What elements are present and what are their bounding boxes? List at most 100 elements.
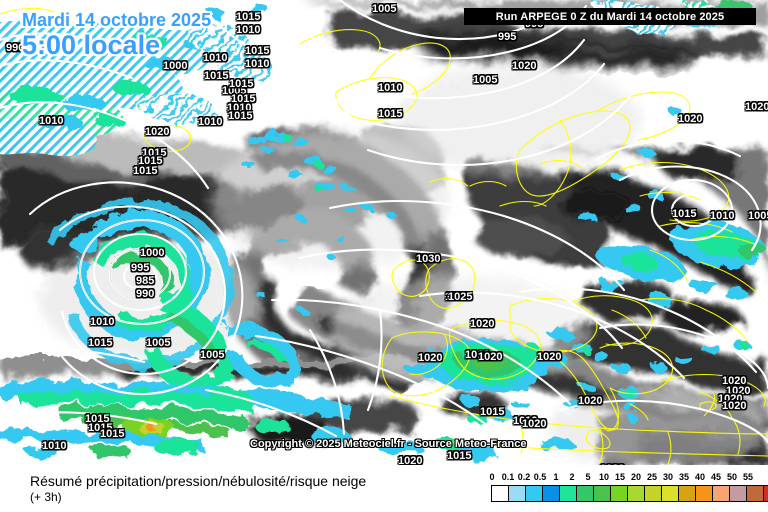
legend-swatch <box>610 486 627 501</box>
caption-line-2: (+ 3h) <box>30 490 62 504</box>
copyright-label: Copyright © 2025 Meteociel.fr - Source M… <box>250 438 527 450</box>
legend-tick: 15 <box>614 472 626 482</box>
isobar-label: 1005 <box>473 74 498 86</box>
precipitation-legend: 0 0.1 0.2 0.5 1 2 5 10 15 20 25 30 35 40 45 50 55 <box>483 472 768 504</box>
isobar-label: 1010 <box>39 115 64 127</box>
isobar-label: 1015 <box>231 93 256 105</box>
overlay-date-label: Mardi 14 octobre 2025 <box>22 10 212 30</box>
isobar-label: 1010 <box>710 210 735 222</box>
isobar-label: 1010 <box>203 52 228 64</box>
isobar-label: 1000 <box>163 60 188 72</box>
legend-tick: 20 <box>630 472 642 482</box>
isobar-label: 1015 <box>85 413 110 425</box>
isobar-label: 1020 <box>145 126 170 138</box>
legend-tick: 5 <box>585 472 591 482</box>
isobar-label: 1020 <box>470 318 495 330</box>
legend-swatch <box>525 486 542 501</box>
isobar-label: 1010 <box>513 415 538 427</box>
isobar-label: 1015 <box>100 428 125 440</box>
isobar-label: 1010 <box>465 349 490 361</box>
legend-color-bar <box>491 485 768 502</box>
isobar-label: 1005 <box>372 3 397 15</box>
isobar-label: 1020 <box>726 385 751 397</box>
isobar-lines <box>0 0 768 458</box>
legend-swatch <box>644 486 661 501</box>
isobar-label: 1015 <box>378 108 403 120</box>
isobar-label: 1020 <box>718 393 743 405</box>
legend-swatch <box>593 486 610 501</box>
isobar-label: 1015 <box>138 155 163 167</box>
legend-tick: 25 <box>646 472 658 482</box>
legend-tick: 1 <box>553 472 559 482</box>
legend-swatch <box>492 486 508 501</box>
legend-swatch <box>661 486 678 501</box>
isobar-label: 1000 <box>140 247 165 259</box>
legend-tick-labels: 0 0.1 0.2 0.5 1 2 5 10 15 20 25 30 35 40 45 50 55 <box>483 472 766 484</box>
isobar-label: 1015 <box>245 45 270 57</box>
isobar-label: 1020 <box>537 351 562 363</box>
legend-swatch <box>746 486 763 501</box>
isobar-label: 1005 <box>146 337 171 349</box>
isobar-label: 1020 <box>600 463 624 465</box>
legend-tick: 0.2 <box>517 472 531 482</box>
isobar-label: 1005 <box>200 349 225 361</box>
legend-tick: 2 <box>569 472 575 482</box>
isobar-label: 1010 <box>198 116 223 128</box>
legend-swatch <box>729 486 746 501</box>
isobar-label: 1010 <box>227 102 252 114</box>
map-canvas <box>0 0 768 465</box>
legend-tick: 50 <box>726 472 738 482</box>
overlay-hour-label: 5:00 locale <box>22 30 161 60</box>
isobar-label: 1025 <box>448 291 473 303</box>
isobar-label: 1015 <box>672 208 697 220</box>
isobar-label: 1020 <box>478 351 503 363</box>
weather-map[interactable]: Run ARPEGE 0 Z du Mardi 14 octobre 2025 … <box>0 0 768 465</box>
precipitation-field <box>0 0 766 459</box>
run-header-label: Run ARPEGE 0 Z du Mardi 14 octobre 2025 <box>495 10 725 23</box>
caption-line-1: Résumé précipitation/pression/nébulosité… <box>30 473 367 489</box>
isobar-label: 1020 <box>398 455 423 465</box>
legend-swatch <box>576 486 593 501</box>
isobar-label: 1015 <box>229 78 254 90</box>
isobar-label: 1030 <box>416 253 441 265</box>
isobar-label: 985 <box>136 275 155 287</box>
isobar-label: 1020 <box>512 60 537 72</box>
run-header-bar: Run ARPEGE 0 Z du Mardi 14 octobre 2025 <box>464 8 756 25</box>
legend-tick: 0 <box>489 472 495 482</box>
isobar-label: 1015 <box>236 11 261 23</box>
isobar-label: 1020 <box>722 400 747 412</box>
isobar-label: 990 <box>136 288 155 300</box>
legend-tick: 40 <box>694 472 706 482</box>
legend-swatch <box>763 486 768 501</box>
isobar-label: 990 <box>6 42 25 54</box>
isobar-shadow <box>79 219 205 325</box>
country-borders <box>0 7 768 465</box>
legend-tick: 0.5 <box>533 472 547 482</box>
isobar-label: 1020 <box>522 418 547 430</box>
isobar-label: 1010 <box>236 24 261 36</box>
isobar-label: 1015 <box>133 165 158 177</box>
isobar-label: 1015 <box>142 147 167 159</box>
isobar-label: 1010 <box>245 58 270 70</box>
legend-tick: 10 <box>598 472 610 482</box>
isobar-label: 1020 <box>722 375 747 387</box>
legend-swatch <box>627 486 644 501</box>
legend-swatch <box>712 486 729 501</box>
isobar-label: 1015 <box>88 422 113 434</box>
isobar-label: 1015 <box>228 110 253 122</box>
legend-tick: 35 <box>678 472 690 482</box>
legend-swatch <box>542 486 559 501</box>
isobar-label: 1015 <box>447 450 472 462</box>
isobar-label: 1015 <box>480 406 505 418</box>
isobar-label: 1025 <box>445 291 470 303</box>
isobar-label: 1005 <box>222 85 247 97</box>
legend-tick: 0.1 <box>501 472 515 482</box>
isobar-label: 1020 <box>745 101 768 113</box>
legend-swatch <box>559 486 576 501</box>
legend-swatch <box>678 486 695 501</box>
legend-swatch <box>508 486 525 501</box>
isobar-label: 1010 <box>90 316 115 328</box>
legend-tick: 55 <box>742 472 754 482</box>
legend-tick: 45 <box>710 472 722 482</box>
